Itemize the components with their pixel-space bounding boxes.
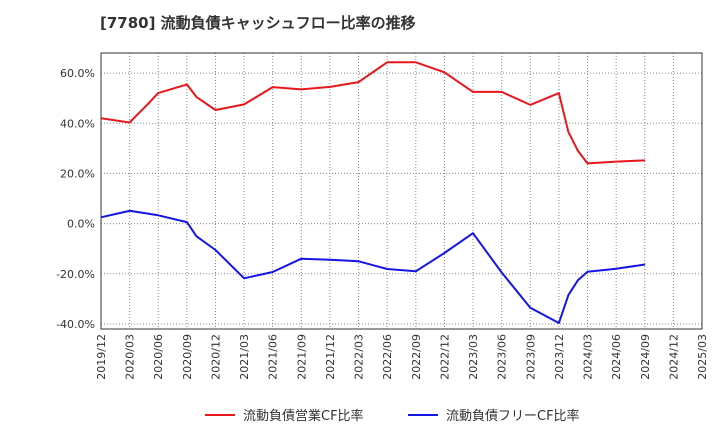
x-tick-label: 2022/12 (438, 334, 451, 380)
y-tick-label: -40.0% (56, 318, 95, 331)
data-point (615, 268, 617, 270)
data-point (501, 272, 503, 274)
x-tick-label: 2023/09 (524, 334, 537, 380)
data-point (214, 109, 216, 111)
data-point (329, 86, 331, 88)
data-point (358, 81, 360, 83)
series-lines (100, 61, 646, 324)
data-point (644, 159, 646, 161)
x-tick-label: 2023/03 (467, 334, 480, 380)
data-point (329, 259, 331, 261)
data-point (195, 96, 197, 98)
x-tick-label: 2021/03 (238, 334, 251, 380)
data-point (300, 258, 302, 260)
y-tick-label: 20.0% (60, 167, 95, 180)
legend-label: 流動負債フリーCF比率 (446, 408, 580, 424)
grid (101, 53, 702, 329)
data-point (272, 86, 274, 88)
x-tick-label: 2023/06 (496, 334, 509, 380)
x-tick-label: 2020/09 (181, 334, 194, 380)
x-tick-label: 2020/03 (124, 334, 137, 380)
data-point (386, 268, 388, 270)
chart-title: [7780] 流動負債キャッシュフロー比率の推移 (100, 14, 416, 32)
data-point (443, 252, 445, 254)
data-point (472, 232, 474, 234)
data-point (157, 214, 159, 216)
data-point (577, 150, 579, 152)
legend-label: 流動負債営業CF比率 (243, 408, 364, 424)
data-point (529, 104, 531, 106)
data-point (529, 307, 531, 309)
x-axis-ticks: 2019/12 2020/03 2020/06 2020/09 2020/12 2021/… (95, 334, 709, 380)
data-point (186, 221, 188, 223)
data-point (587, 271, 589, 273)
data-point (129, 210, 131, 212)
data-point (644, 264, 646, 266)
x-tick-label: 2020/12 (209, 334, 222, 380)
x-tick-label: 2021/06 (267, 334, 280, 380)
data-point (243, 277, 245, 279)
x-tick-label: 2023/12 (553, 334, 566, 380)
x-tick-label: 2019/12 (95, 334, 108, 380)
data-point (501, 91, 503, 93)
data-point (300, 88, 302, 90)
y-tick-label: 0.0% (67, 218, 95, 231)
data-point (272, 271, 274, 273)
data-point (386, 61, 388, 63)
data-point (567, 294, 569, 296)
legend: 流動負債営業CF比率 流動負債フリーCF比率 (205, 408, 580, 424)
data-point (587, 162, 589, 164)
x-tick-label: 2024/03 (582, 334, 595, 380)
data-point (415, 270, 417, 272)
x-tick-label: 2024/09 (639, 334, 652, 380)
x-tick-label: 2020/06 (152, 334, 165, 380)
data-point (195, 235, 197, 237)
x-tick-label: 2024/12 (667, 334, 680, 380)
data-point (558, 92, 560, 94)
x-tick-label: 2021/12 (324, 334, 337, 380)
data-point (615, 161, 617, 163)
x-tick-label: 2022/09 (410, 334, 423, 380)
y-axis-ticks: 60.0% 40.0% 20.0% 0.0% -20.0% -40.0% (56, 67, 95, 331)
data-point (243, 103, 245, 105)
data-point (443, 71, 445, 73)
data-point (148, 102, 150, 104)
x-tick-label: 2021/09 (295, 334, 308, 380)
data-point (472, 91, 474, 93)
plot-area (101, 53, 702, 329)
x-tick-label: 2022/03 (353, 334, 366, 380)
series-line-1 (100, 61, 645, 165)
plot-border (100, 52, 703, 330)
y-tick-label: -20.0% (56, 268, 95, 281)
y-tick-label: 60.0% (60, 67, 95, 80)
data-point (157, 92, 159, 94)
x-tick-label: 2025/03 (696, 334, 709, 380)
y-tick-label: 40.0% (60, 117, 95, 130)
data-point (558, 322, 560, 324)
data-point (415, 61, 417, 63)
data-point (186, 83, 188, 85)
data-point (358, 260, 360, 262)
data-point (214, 249, 216, 251)
x-tick-label: 2022/06 (381, 334, 394, 380)
x-tick-label: 2024/06 (610, 334, 623, 380)
data-point (577, 279, 579, 281)
data-point (129, 122, 131, 124)
data-point (567, 131, 569, 133)
